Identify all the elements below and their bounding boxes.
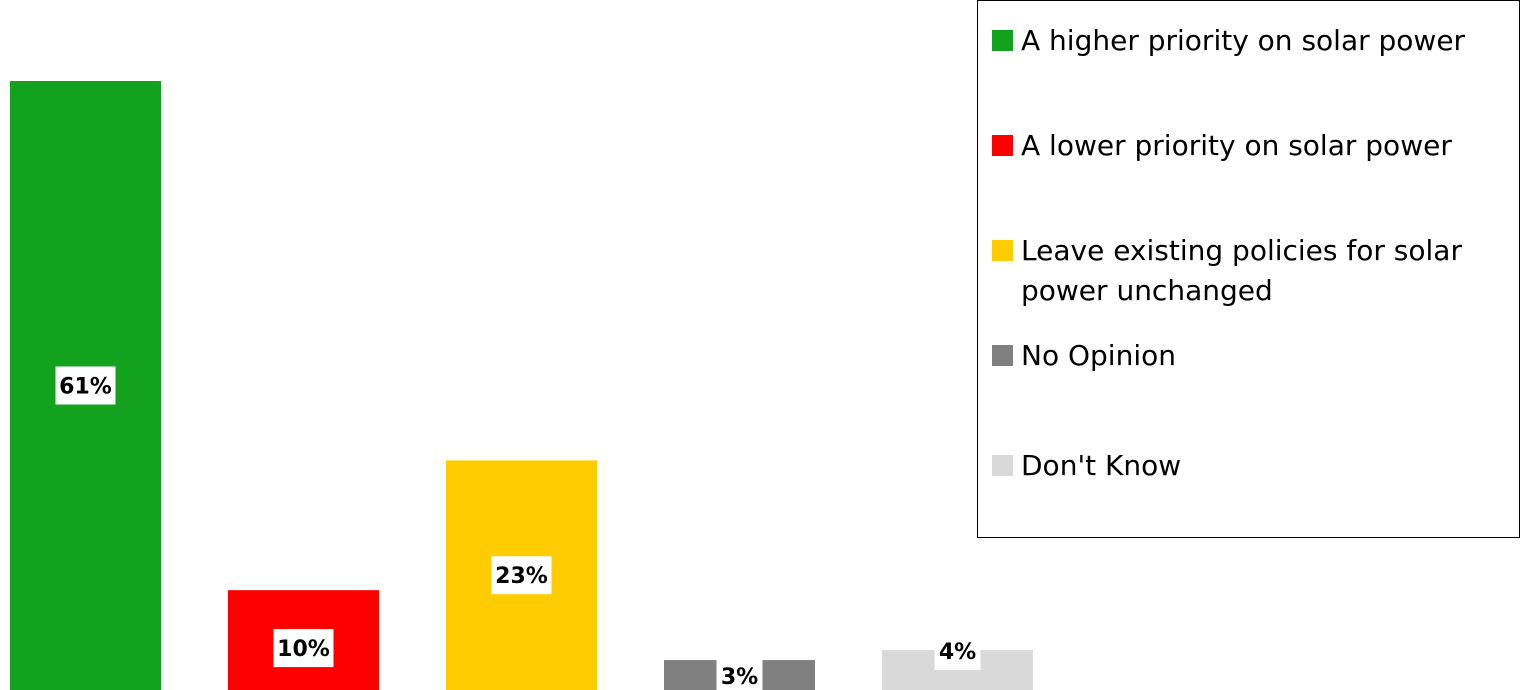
legend-label-dont-know: Don't Know bbox=[1021, 449, 1182, 482]
legend-swatch-lower-priority bbox=[992, 135, 1013, 156]
legend-item-dont-know: Don't Know bbox=[992, 446, 1521, 486]
legend-item-no-opinion: No Opinion bbox=[992, 336, 1521, 376]
legend-label-higher-priority: A higher priority on solar power bbox=[1021, 24, 1466, 57]
legend-label-no-opinion: No Opinion bbox=[1021, 339, 1176, 372]
chart-legend: A higher priority on solar power A lower… bbox=[977, 0, 1520, 538]
data-label-text-lower-priority: 10% bbox=[277, 637, 330, 662]
legend-swatch-higher-priority bbox=[992, 30, 1013, 51]
legend-item-leave-unchanged: Leave existing policies for solar power … bbox=[992, 231, 1521, 311]
data-label-lower-priority: 10% bbox=[273, 629, 334, 668]
legend-item-higher-priority: A higher priority on solar power bbox=[992, 21, 1521, 61]
data-label-box-dont-know bbox=[934, 632, 981, 671]
data-label-box-no-opinion bbox=[716, 657, 763, 690]
legend-swatch-dont-know bbox=[992, 455, 1013, 476]
data-label-no-opinion: 3% bbox=[716, 657, 763, 690]
data-label-box-lower-priority bbox=[273, 629, 334, 668]
data-label-text-no-opinion: 3% bbox=[721, 665, 758, 690]
data-label-higher-priority: 61% bbox=[55, 366, 116, 405]
legend-swatch-leave-unchanged bbox=[992, 240, 1013, 261]
legend-label-leave-unchanged: Leave existing policies for solar power … bbox=[1021, 234, 1462, 307]
data-label-text-higher-priority: 61% bbox=[59, 375, 112, 400]
legend-swatch-no-opinion bbox=[992, 345, 1013, 366]
data-label-leave-unchanged: 23% bbox=[491, 556, 552, 595]
data-label-box-leave-unchanged bbox=[491, 556, 552, 595]
data-label-text-leave-unchanged: 23% bbox=[495, 564, 548, 589]
legend-item-lower-priority: A lower priority on solar power bbox=[992, 126, 1521, 166]
data-label-dont-know: 4% bbox=[934, 632, 981, 671]
data-label-box-higher-priority bbox=[55, 366, 116, 405]
data-label-text-dont-know: 4% bbox=[939, 640, 976, 665]
legend-label-lower-priority: A lower priority on solar power bbox=[1021, 129, 1452, 162]
